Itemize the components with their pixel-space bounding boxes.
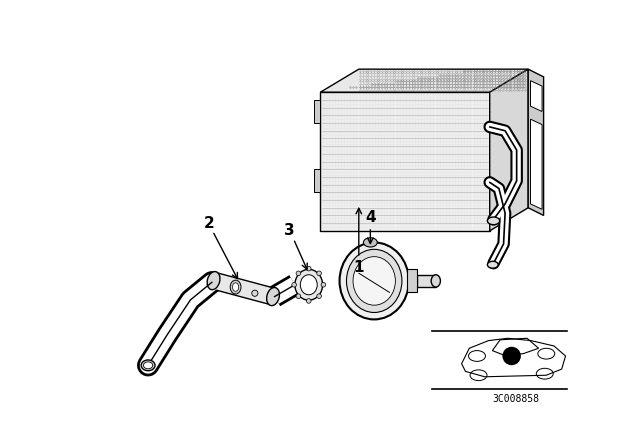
Ellipse shape <box>252 290 258 296</box>
Ellipse shape <box>340 242 409 319</box>
Polygon shape <box>314 100 320 123</box>
Ellipse shape <box>364 238 378 247</box>
Text: 4: 4 <box>365 210 376 225</box>
Ellipse shape <box>317 294 321 298</box>
Ellipse shape <box>321 282 326 287</box>
Ellipse shape <box>296 271 301 276</box>
Polygon shape <box>417 275 436 287</box>
Ellipse shape <box>488 261 498 268</box>
Text: 3: 3 <box>284 224 295 238</box>
Ellipse shape <box>317 271 321 276</box>
Ellipse shape <box>307 266 311 271</box>
Ellipse shape <box>292 282 296 287</box>
Polygon shape <box>320 92 490 231</box>
Ellipse shape <box>207 271 220 290</box>
Text: 2: 2 <box>204 215 214 231</box>
Ellipse shape <box>353 257 396 305</box>
Text: 3C008858: 3C008858 <box>492 395 539 405</box>
Ellipse shape <box>230 280 241 294</box>
Ellipse shape <box>346 250 402 313</box>
Ellipse shape <box>296 294 301 298</box>
Ellipse shape <box>300 275 317 295</box>
Ellipse shape <box>267 288 280 306</box>
Ellipse shape <box>431 275 440 287</box>
Ellipse shape <box>307 299 311 303</box>
Polygon shape <box>490 69 528 231</box>
Ellipse shape <box>295 269 323 300</box>
Polygon shape <box>320 69 528 92</box>
Polygon shape <box>528 69 543 215</box>
Polygon shape <box>314 169 320 192</box>
Ellipse shape <box>141 360 155 371</box>
Ellipse shape <box>143 362 153 369</box>
Polygon shape <box>531 81 542 112</box>
Ellipse shape <box>232 283 239 291</box>
Polygon shape <box>406 269 417 293</box>
Text: 1: 1 <box>353 260 364 276</box>
Polygon shape <box>211 272 275 305</box>
Ellipse shape <box>488 217 500 225</box>
Circle shape <box>502 347 521 365</box>
Polygon shape <box>531 119 542 209</box>
